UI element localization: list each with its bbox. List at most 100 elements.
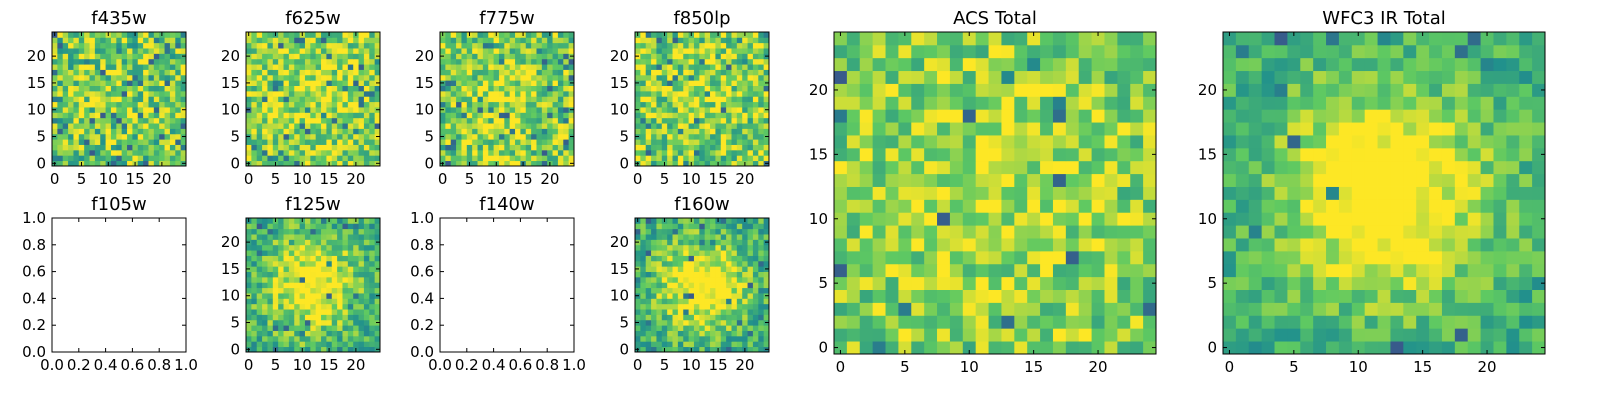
heatmap-cell	[989, 264, 1002, 277]
heatmap-cell	[332, 102, 338, 108]
heatmap-cell	[640, 59, 646, 65]
heatmap-cell	[547, 107, 553, 113]
heatmap-cell	[911, 109, 924, 122]
heatmap-cell	[499, 53, 505, 59]
heatmap-cell	[148, 96, 154, 102]
heatmap-cell	[1027, 71, 1040, 84]
heatmap-cell	[937, 315, 950, 328]
heatmap-cell	[461, 53, 467, 59]
heatmap-cell	[369, 229, 375, 235]
heatmap-cell	[148, 86, 154, 92]
heatmap-cell	[364, 139, 370, 145]
heatmap-cell	[246, 86, 252, 92]
heatmap-cell	[646, 139, 652, 145]
heatmap-cell	[898, 45, 911, 58]
heatmap-cell	[278, 59, 284, 65]
heatmap-cell	[305, 293, 311, 299]
heatmap-cell	[143, 150, 149, 156]
heatmap-cell	[353, 59, 359, 65]
heatmap-cell	[510, 48, 516, 54]
heatmap-cell	[651, 341, 657, 347]
heatmap-cell	[721, 150, 727, 156]
heatmap-cell	[165, 32, 171, 38]
heatmap-cell	[294, 272, 300, 278]
heatmap-cell	[143, 70, 149, 76]
heatmap-cell	[847, 290, 860, 303]
heatmap-cell	[359, 107, 365, 113]
heatmap-cell	[510, 43, 516, 49]
heatmap-cell	[737, 145, 743, 151]
heatmap-cell	[558, 123, 564, 129]
heatmap-cell	[1416, 225, 1429, 238]
heatmap-cell	[678, 150, 684, 156]
heatmap-cell	[640, 37, 646, 43]
heatmap-cell	[758, 155, 764, 161]
heatmap-cell	[683, 118, 689, 124]
heatmap-cell	[742, 155, 748, 161]
heatmap-cell	[451, 145, 457, 151]
heatmap-cell	[1104, 32, 1117, 45]
heatmap-cell	[748, 155, 754, 161]
heatmap-cell	[1104, 161, 1117, 174]
heatmap-cell	[488, 48, 494, 54]
heatmap-cell	[267, 75, 273, 81]
heatmap-cell	[154, 80, 160, 86]
heatmap-cell	[726, 59, 732, 65]
heatmap-cell	[873, 290, 886, 303]
heatmap-cell	[294, 261, 300, 267]
heatmap-cell	[742, 150, 748, 156]
heatmap-cell	[170, 134, 176, 140]
heatmap-cell	[342, 223, 348, 229]
heatmap-cell	[504, 145, 510, 151]
heatmap-cell	[353, 70, 359, 76]
heatmap-cell	[710, 282, 716, 288]
heatmap-cell	[898, 251, 911, 264]
heatmap-cell	[547, 53, 553, 59]
heatmap-cell	[284, 266, 290, 272]
heatmap-cell	[873, 187, 886, 200]
heatmap-cell	[369, 239, 375, 245]
heatmap-cell	[705, 266, 711, 272]
heatmap-cell	[683, 250, 689, 256]
heatmap-cell	[90, 70, 96, 76]
heatmap-cell	[1014, 199, 1027, 212]
heatmap-cell	[758, 336, 764, 342]
heatmap-cell	[472, 139, 478, 145]
heatmap-cell	[63, 80, 69, 86]
heatmap-cell	[531, 75, 537, 81]
heatmap-cell	[1104, 135, 1117, 148]
heatmap-cell	[710, 304, 716, 310]
heatmap-cell	[337, 139, 343, 145]
heatmap-cell	[246, 336, 252, 342]
heatmap-cell	[667, 118, 673, 124]
heatmap-cell	[753, 341, 759, 347]
heatmap-cell	[68, 43, 74, 49]
heatmap-cell	[715, 320, 721, 326]
heatmap-cell	[536, 70, 542, 76]
heatmap-cell	[326, 320, 332, 326]
heatmap-cell	[1506, 238, 1519, 251]
heatmap-cell	[461, 80, 467, 86]
heatmap-cell	[348, 272, 354, 278]
heatmap-cell	[143, 112, 149, 118]
heatmap-cell	[1092, 135, 1105, 148]
heatmap-cell	[359, 32, 365, 38]
heatmap-cell	[111, 53, 117, 59]
heatmap-cell	[63, 96, 69, 102]
heatmap-cell	[553, 43, 559, 49]
heatmap-cell	[542, 91, 548, 97]
heatmap-cell	[159, 53, 165, 59]
heatmap-cell	[748, 261, 754, 267]
heatmap-cell	[689, 304, 695, 310]
heatmap-cell	[1040, 199, 1053, 212]
heatmap-cell	[635, 272, 641, 278]
heatmap-cell	[753, 309, 759, 315]
heatmap-cell	[483, 64, 489, 70]
heatmap-cell	[860, 96, 873, 109]
heatmap-cell	[731, 112, 737, 118]
heatmap-cell	[332, 325, 338, 331]
heatmap-cell	[731, 102, 737, 108]
heatmap-cell	[1117, 174, 1130, 187]
heatmap-cell	[100, 48, 106, 54]
